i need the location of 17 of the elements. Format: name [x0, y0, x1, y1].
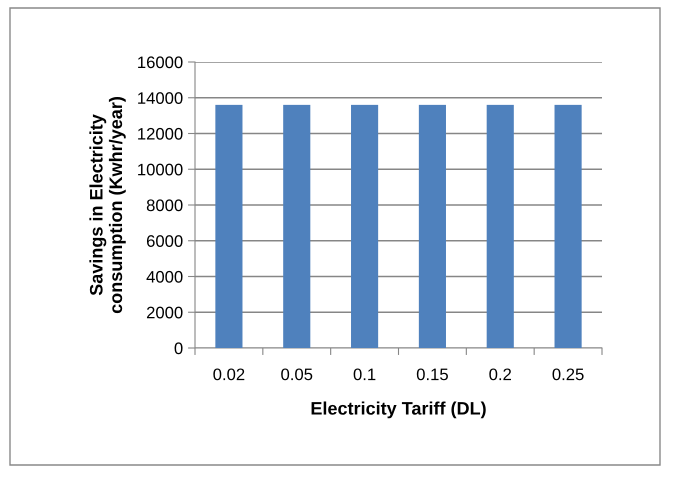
y-tick-label: 0 — [174, 342, 183, 354]
x-tick-label: 0.25 — [552, 368, 584, 380]
y-tick-label: 12000 — [138, 128, 183, 140]
y-tick-label: 4000 — [146, 270, 183, 283]
y-axis-title: Savings in Electricity consumption (Kwhr/year) — [89, 97, 126, 314]
y-tick-label: 6000 — [146, 235, 183, 247]
x-tick-label: 0.2 — [489, 368, 511, 380]
y-tick-label: 16000 — [138, 56, 183, 68]
x-tick-label: 0.1 — [354, 368, 376, 380]
x-axis-title: Electricity Tariff (DL) — [312, 401, 486, 418]
y-tick-label: 14000 — [138, 92, 183, 104]
y-tick-label: 2000 — [146, 306, 183, 318]
y-tick-label: 8000 — [146, 199, 183, 212]
x-tick-label: 0.02 — [213, 368, 244, 380]
x-tick-label: 0.05 — [281, 368, 312, 380]
y-tick-label: 10000 — [138, 164, 183, 176]
x-tick-label: 0.15 — [416, 368, 448, 380]
